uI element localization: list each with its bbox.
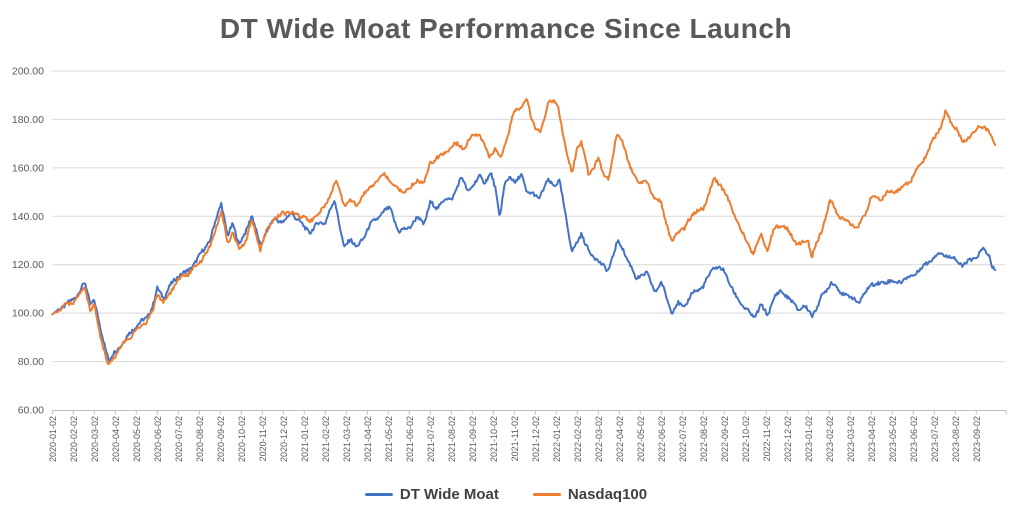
x-tick-label: 2022-12-02 bbox=[783, 416, 793, 462]
x-tick-label: 2023-08-02 bbox=[951, 416, 961, 462]
legend-label-nasdaq100: Nasdaq100 bbox=[567, 486, 648, 503]
y-tick-label: 180.00 bbox=[12, 114, 44, 126]
legend-item-nasdaq100: Nasdaq100 bbox=[532, 486, 648, 503]
x-tick-label: 2021-08-02 bbox=[447, 416, 457, 462]
x-tick-label: 2021-01-02 bbox=[300, 416, 310, 462]
x-tick-label: 2023-05-02 bbox=[888, 416, 898, 462]
y-tick-label: 160.00 bbox=[12, 162, 44, 174]
x-tick-label: 2023-07-02 bbox=[930, 416, 940, 462]
x-tick-label: 2021-04-02 bbox=[363, 416, 373, 462]
series-line-nasdaq100 bbox=[51, 98, 997, 365]
x-tick-label: 2022-09-02 bbox=[720, 416, 730, 462]
x-tick-label: 2020-07-02 bbox=[174, 416, 184, 462]
x-tick-label: 2021-06-02 bbox=[405, 416, 415, 462]
x-tick-label: 2023-02-02 bbox=[825, 416, 835, 462]
x-tick-label: 2023-04-02 bbox=[867, 416, 877, 462]
y-tick-label: 120.00 bbox=[12, 259, 44, 271]
x-tick-label: 2022-03-02 bbox=[594, 416, 604, 462]
legend-swatch-dt-wide-moat-line bbox=[364, 492, 393, 497]
y-tick-label: 100.00 bbox=[12, 308, 44, 320]
x-tick-label: 2021-10-02 bbox=[489, 416, 499, 462]
legend-swatch-nasdaq100-line bbox=[532, 492, 561, 497]
x-tick-label: 2021-07-02 bbox=[426, 416, 436, 462]
x-tick-label: 2020-03-02 bbox=[90, 416, 100, 462]
series-line-dt-wide-moat bbox=[51, 172, 997, 363]
y-tick-label: 140.00 bbox=[12, 211, 44, 223]
x-tick-label: 2022-06-02 bbox=[657, 416, 667, 462]
x-tick-label: 2020-05-02 bbox=[132, 416, 142, 462]
y-tick-label: 200.00 bbox=[12, 66, 44, 78]
x-tick-label: 2020-12-02 bbox=[279, 416, 289, 462]
x-tick-label: 2021-09-02 bbox=[468, 416, 478, 462]
x-tick-label: 2022-02-02 bbox=[573, 416, 583, 462]
x-tick-label: 2020-09-02 bbox=[216, 416, 226, 462]
x-tick-label: 2023-09-02 bbox=[972, 416, 982, 462]
x-tick-label: 2023-03-02 bbox=[846, 416, 856, 462]
x-tick-label: 2021-11-02 bbox=[510, 416, 520, 461]
legend-item-dt-wide-moat: DT Wide Moat bbox=[364, 486, 499, 503]
legend-label-dt-wide-moat: DT Wide Moat bbox=[399, 486, 499, 503]
x-tick-label: 2023-01-02 bbox=[804, 416, 814, 462]
x-tick-label: 2021-03-02 bbox=[342, 416, 352, 462]
y-tick-label: 80.00 bbox=[18, 356, 44, 368]
x-tick-label: 2020-01-02 bbox=[48, 416, 58, 462]
x-tick-label: 2022-05-02 bbox=[636, 416, 646, 462]
x-tick-label: 2021-05-02 bbox=[384, 416, 394, 462]
x-tick-label: 2022-10-02 bbox=[741, 416, 751, 462]
x-tick-label: 2020-10-02 bbox=[237, 416, 247, 462]
x-tick-label: 2020-06-02 bbox=[153, 416, 163, 462]
legend: DT Wide Moat Nasdaq100 bbox=[0, 486, 1012, 503]
x-tick-label: 2022-11-02 bbox=[762, 416, 772, 461]
y-tick-label: 60.00 bbox=[18, 405, 44, 417]
x-tick-label: 2022-07-02 bbox=[678, 416, 688, 462]
x-tick-label: 2021-02-02 bbox=[321, 416, 331, 462]
x-tick-label: 2022-08-02 bbox=[699, 416, 709, 462]
x-tick-label: 2020-02-02 bbox=[69, 416, 79, 462]
x-tick-label: 2023-06-02 bbox=[909, 416, 919, 462]
chart-title: DT Wide Moat Performance Since Launch bbox=[219, 13, 793, 44]
x-tick-label: 2020-11-02 bbox=[258, 416, 268, 461]
x-tick-label: 2021-12-02 bbox=[531, 416, 541, 462]
x-tick-label: 2022-01-02 bbox=[552, 416, 562, 462]
x-tick-label: 2022-04-02 bbox=[615, 416, 625, 462]
x-tick-label: 2020-04-02 bbox=[111, 416, 121, 462]
x-tick-label: 2020-08-02 bbox=[195, 416, 205, 462]
